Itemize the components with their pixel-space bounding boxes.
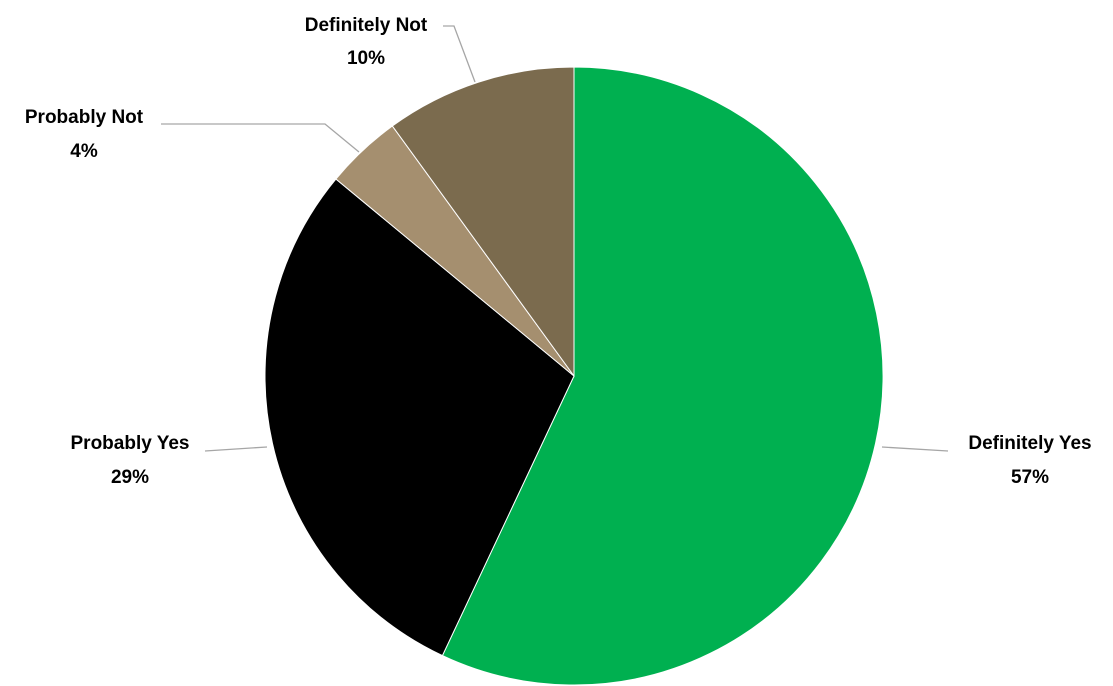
slice-percent-probably-not: 4%	[70, 141, 98, 162]
leader-line-probably-yes	[204, 446, 268, 452]
slice-percent-probably-yes: 29%	[111, 467, 149, 488]
slice-definitely-yes	[441, 66, 884, 686]
slice-label-probably-not: Probably Not	[25, 107, 144, 128]
slice-probably-yes	[264, 178, 575, 657]
slice-percent-definitely-yes: 57%	[1011, 467, 1049, 488]
slice-labels: Definitely Yes 57% Probably Yes 29% Probably…	[25, 15, 1092, 488]
slice-label-probably-yes: Probably Yes	[71, 433, 190, 454]
slice-label-definitely-not: Definitely Not	[305, 15, 428, 36]
leader-line-definitely-yes	[881, 446, 949, 452]
slice-percent-definitely-not: 10%	[347, 48, 385, 69]
leader-lines	[161, 25, 949, 452]
leader-line-probably-not	[161, 123, 360, 153]
pie-slices	[264, 66, 884, 686]
leader-line-definitely-not	[443, 25, 476, 83]
slice-label-definitely-yes: Definitely Yes	[968, 433, 1091, 454]
slice-definitely-not	[391, 66, 575, 378]
